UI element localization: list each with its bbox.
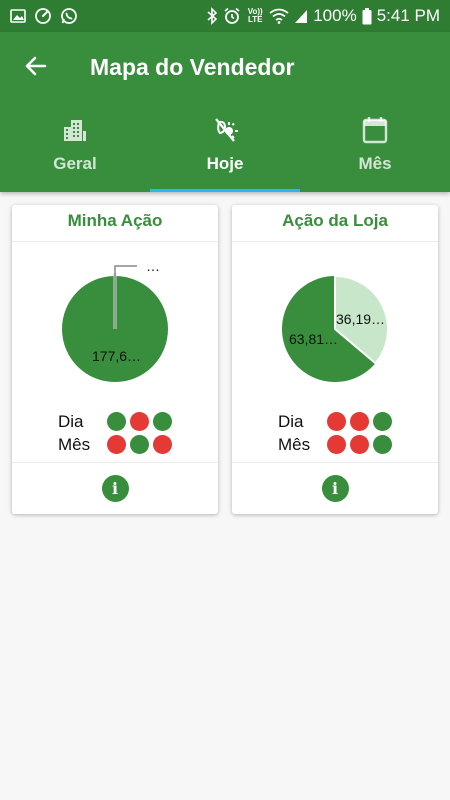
battery-icon [362,7,372,25]
bluetooth-icon [206,7,218,25]
day-night-icon [211,115,239,145]
status-dot [350,412,369,431]
status-dot [327,412,346,431]
status-rows: Dia Mês [12,410,218,456]
tab-hoje[interactable]: Hoje [150,112,300,192]
status-label: Mês [58,434,91,454]
pie-svg [282,274,389,382]
status-dot [130,412,149,431]
status-dots [107,412,172,431]
clock: 5:41 PM [376,6,440,25]
card-title: Ação da Loja [232,205,438,242]
status-dot [130,435,149,454]
status-row-dia: Dia [232,410,438,433]
status-dot [373,435,392,454]
back-button[interactable] [20,52,52,84]
alarm-icon [223,7,241,25]
tab-label: Geral [53,154,97,173]
volte-icon: Vo)) LTE [247,7,263,24]
status-dot [153,435,172,454]
card-footer: i [232,462,438,514]
arrow-left-icon [24,54,48,83]
tab-label: Hoje [206,154,244,173]
card-title: Minha Ação [12,205,218,242]
status-dot [153,412,172,431]
status-dot [107,435,126,454]
status-dot [327,435,346,454]
pie-svg [62,265,168,382]
status-rows: Dia Mês [232,410,438,456]
app-bar: Mapa do Vendedor Geral Hoje Mês [0,32,450,192]
status-dots [107,435,172,454]
whatsapp-icon [60,7,78,25]
pie-label-value: 36,19… [336,311,386,327]
tab-bar: Geral Hoje Mês [0,112,450,192]
status-label: Mês [278,434,311,454]
pie-chart-acao-da-loja: 63,81… 36,19… [232,245,438,395]
status-dot [373,412,392,431]
status-dot [350,435,369,454]
status-row-dia: Dia [12,410,218,433]
image-icon [10,8,26,24]
status-row-mes: Mês [12,433,218,456]
pie-chart-minha-acao: … 177,6… [12,245,218,395]
pie-slice [334,274,389,365]
tab-geral[interactable]: Geral [0,112,150,192]
card-minha-acao: Minha Ação … 177,6… Dia Mês [12,205,218,514]
battery-percent: 100% [313,6,357,25]
status-dots [327,435,392,454]
info-icon[interactable]: i [101,475,129,502]
info-icon[interactable]: i [321,475,349,502]
wifi-icon [269,8,289,24]
status-label: Dia [278,411,304,431]
pie-slice [282,276,376,382]
signal-icon [294,8,308,24]
status-dots [327,412,392,431]
page-title: Mapa do Vendedor [90,54,295,80]
speedometer-icon [34,7,52,25]
pie-label-value: 177,6… [92,348,142,364]
pie-label-small: … [146,258,160,274]
status-row-mes: Mês [232,433,438,456]
tab-label: Mês [358,154,392,173]
status-bar: Vo)) LTE 100% 5:41 PM [0,0,450,32]
tab-indicator [150,189,300,192]
card-footer: i [12,462,218,514]
tab-mes[interactable]: Mês [300,112,450,192]
label-leader-line [114,265,137,329]
status-label: Dia [58,411,84,431]
buildings-icon [62,115,88,145]
card-acao-da-loja: Ação da Loja 63,81… 36,19… Dia Mês i [232,205,438,514]
status-dot [107,412,126,431]
calendar-icon [362,115,388,145]
pie-label-value: 63,81… [289,331,339,347]
